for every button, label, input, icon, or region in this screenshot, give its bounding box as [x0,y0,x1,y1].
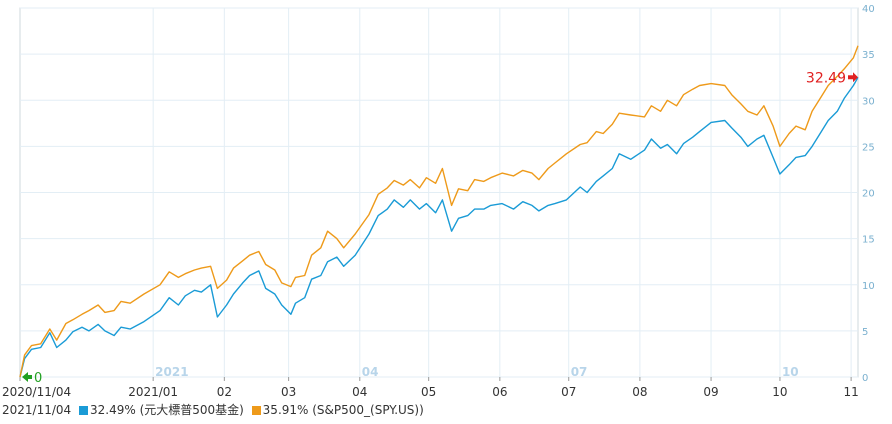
x-tick-label: 09 [703,385,718,399]
start-marker-label: 0 [34,371,42,386]
y-tick-label: 20 [862,189,875,200]
x-tick-label: 04 [352,385,367,399]
x-tick-label: 08 [632,385,647,399]
x-tick-label: 03 [281,385,296,399]
x-tick-label: 07 [561,385,576,399]
series-line-fund [19,76,859,378]
x-tick-label: 2020/11/04 [2,385,71,399]
x-period-marker: 07 [571,365,588,379]
start-marker-arrow [22,372,28,382]
legend-date: 2021/11/04 [2,403,72,417]
y-tick-label: 30 [862,96,875,107]
x-period-marker: 10 [782,365,799,379]
end-marker-label: 32.49 [806,70,846,86]
x-tick-label: 06 [492,385,507,399]
series-line-spy [19,45,859,378]
x-tick-label: 11 [843,385,858,399]
y-tick-label: 35 [862,50,875,61]
start-marker-stem [28,375,32,379]
legend-label-spy: 35.91% (S&P500_(SPY.US)) [262,403,424,417]
y-tick-label: 25 [862,142,875,153]
x-tick-label: 05 [421,385,436,399]
x-period-marker: 04 [362,365,379,379]
legend-swatch-spy [251,406,261,415]
y-tick-label: 10 [862,281,875,292]
y-tick-label: 40 [862,4,875,15]
x-tick-label: 10 [772,385,787,399]
y-tick-label: 0 [862,373,868,384]
x-period-marker: 2021 [155,365,188,379]
end-marker-stem [848,75,853,80]
end-marker-arrow [853,72,858,83]
x-tick-label: 2021/01 [128,385,178,399]
y-tick-label: 5 [862,327,868,338]
legend: 2021/11/04 32.49% (元大標普500基金) 35.91% (S&… [2,401,424,417]
x-tick-label: 02 [217,385,232,399]
y-tick-label: 15 [862,235,875,246]
legend-label-fund: 32.49% (元大標普500基金) [90,403,244,417]
legend-swatch-fund [79,406,88,415]
